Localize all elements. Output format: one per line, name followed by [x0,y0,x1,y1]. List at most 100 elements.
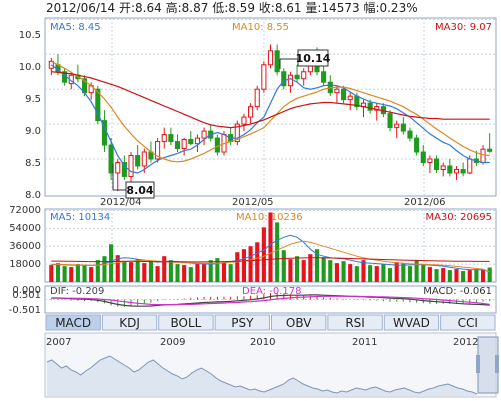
volume-bar [334,263,339,282]
volume-bar [487,267,492,282]
volume-bar [414,260,419,282]
macd-panel: 0.501 0.000 -0.501 DIF: -0.209 DEA: -0.1… [9,285,497,316]
candle [161,127,167,149]
macd-value-label: MACD: -0.061 [423,286,492,297]
volume-bar [89,267,94,282]
volume-bar [308,254,313,282]
tab-background[interactable] [327,314,383,331]
volume-bar [175,264,180,282]
macd-y-tick-zero: 0.000 [12,285,41,296]
candle [155,138,161,163]
volume-bar [441,268,446,282]
volume-bar [69,267,74,282]
overview-year-label: 2011 [352,337,377,348]
tab-boll[interactable]: BOLL [158,314,214,331]
macd-y-tick: -0.501 [9,305,41,316]
candle [274,44,280,76]
overview-year-label: 2010 [250,337,275,348]
candle [341,85,347,104]
header-low: 8.59 [228,1,255,15]
volume-ma-lines [51,234,490,273]
header-date: 2012/06/14 [46,1,115,15]
candle [301,68,307,86]
candle-body [168,134,174,143]
price-y-tick: 9.5 [25,94,41,105]
tab-wvad[interactable]: WVAD [383,314,440,331]
candle-body [394,123,400,129]
header-volume: 14573 [321,1,359,15]
volume-bar [49,265,54,282]
volume-bar [328,260,333,282]
tab-background[interactable] [45,314,101,331]
volume-bar [248,246,253,282]
candle-body [460,168,466,174]
candle-body [287,74,293,87]
tab-psy[interactable]: PSY [214,314,270,331]
tab-cci[interactable]: CCI [440,314,496,331]
overview-right-handle[interactable] [495,355,499,373]
candle [440,162,446,177]
annotation-low: 8.04 [112,164,155,199]
header-bar: 2012/06/14 开:8.64 高:8.87 低:8.59 收:8.61 量… [46,0,418,15]
price-ma5-label: MA5: 8.45 [50,22,101,33]
candle [121,155,127,180]
candle [168,127,174,146]
tab-background[interactable] [440,314,496,331]
volume-bar [241,249,246,282]
indicator-tabs: MACD KDJ BOLL PSY OBV RSI WVAD CCI [45,314,496,331]
macd-lines [51,294,490,307]
candle-body [414,137,420,153]
candle-body [141,151,147,167]
volume-bar [115,255,120,282]
header-change-label: 幅: [363,0,379,15]
volume-bar [75,264,80,282]
candle [387,110,393,132]
candle [194,134,200,153]
candle-body [174,141,181,150]
candle [188,131,194,146]
candle [487,133,493,153]
price-y-tick: 8.5 [25,158,41,169]
tab-label: OBV [286,316,312,330]
candle [347,92,353,111]
overview-strip: 2007 2009 2010 2011 2012 [44,332,499,398]
tab-kdj[interactable]: KDJ [101,314,158,331]
tab-rsi[interactable]: RSI [327,314,383,331]
tab-background[interactable] [214,314,270,331]
volume-bar [255,242,260,282]
candle [321,64,327,86]
candle [420,145,426,166]
header-low-label: 低: [212,1,228,15]
volume-bar [447,270,452,282]
tab-background[interactable] [101,314,158,331]
candle-body [480,148,486,163]
volume-bar [228,264,233,282]
candle [287,71,293,93]
volume-bar [295,256,300,282]
tab-obv[interactable]: OBV [271,314,327,331]
volume-bars [49,212,492,282]
volume-ma30-label: MA30: 20695 [425,212,492,223]
tab-macd[interactable]: MACD [45,314,101,331]
volume-bar [354,266,359,282]
candle [407,127,413,142]
candle [427,155,433,173]
tab-background[interactable] [158,314,214,331]
candle-body [194,137,200,145]
volume-bar [215,258,220,282]
volume-y-tick: 72000 [9,205,41,216]
tab-background[interactable] [383,314,440,331]
price-ma30-line [51,71,490,129]
candle-body [367,102,373,111]
overview-left-handle[interactable] [476,355,480,373]
candle [241,113,247,132]
candle-body [135,155,141,167]
candle [135,145,141,170]
volume-bar [348,264,353,282]
candle-body [387,113,393,129]
candle-body [347,95,353,101]
candle [201,127,207,146]
tab-background[interactable] [271,314,327,331]
candle-body [281,71,287,87]
price-ma10-line [51,60,490,163]
